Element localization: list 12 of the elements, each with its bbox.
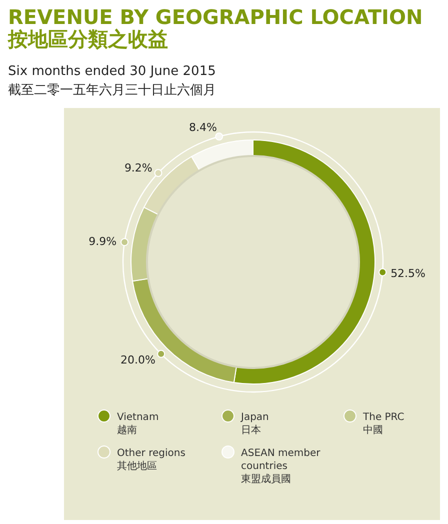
chart-title: REVENUE BY GEOGRAPHIC LOCATION 按地區分類之收益 xyxy=(7,5,423,51)
legend-label: Vietnam 越南 xyxy=(117,412,159,436)
legend-label: Japan 日本 xyxy=(240,412,269,436)
legend-label: Other regions 其他地區 xyxy=(117,448,186,472)
data-label: 9.9% xyxy=(88,234,117,248)
data-label: 9.2% xyxy=(124,162,152,175)
legend-label: The PRC 中國 xyxy=(362,412,404,436)
chart-subtitle: Six months ended 30 June 2015 截至二零一五年六月三十日止六個月 xyxy=(8,64,216,98)
data-label: 52.5% xyxy=(390,266,426,280)
data-label: 8.4% xyxy=(189,120,218,134)
legend-label: ASEAN member countries 東盟成員國 xyxy=(241,448,322,485)
data-label: 20.0% xyxy=(120,354,156,367)
